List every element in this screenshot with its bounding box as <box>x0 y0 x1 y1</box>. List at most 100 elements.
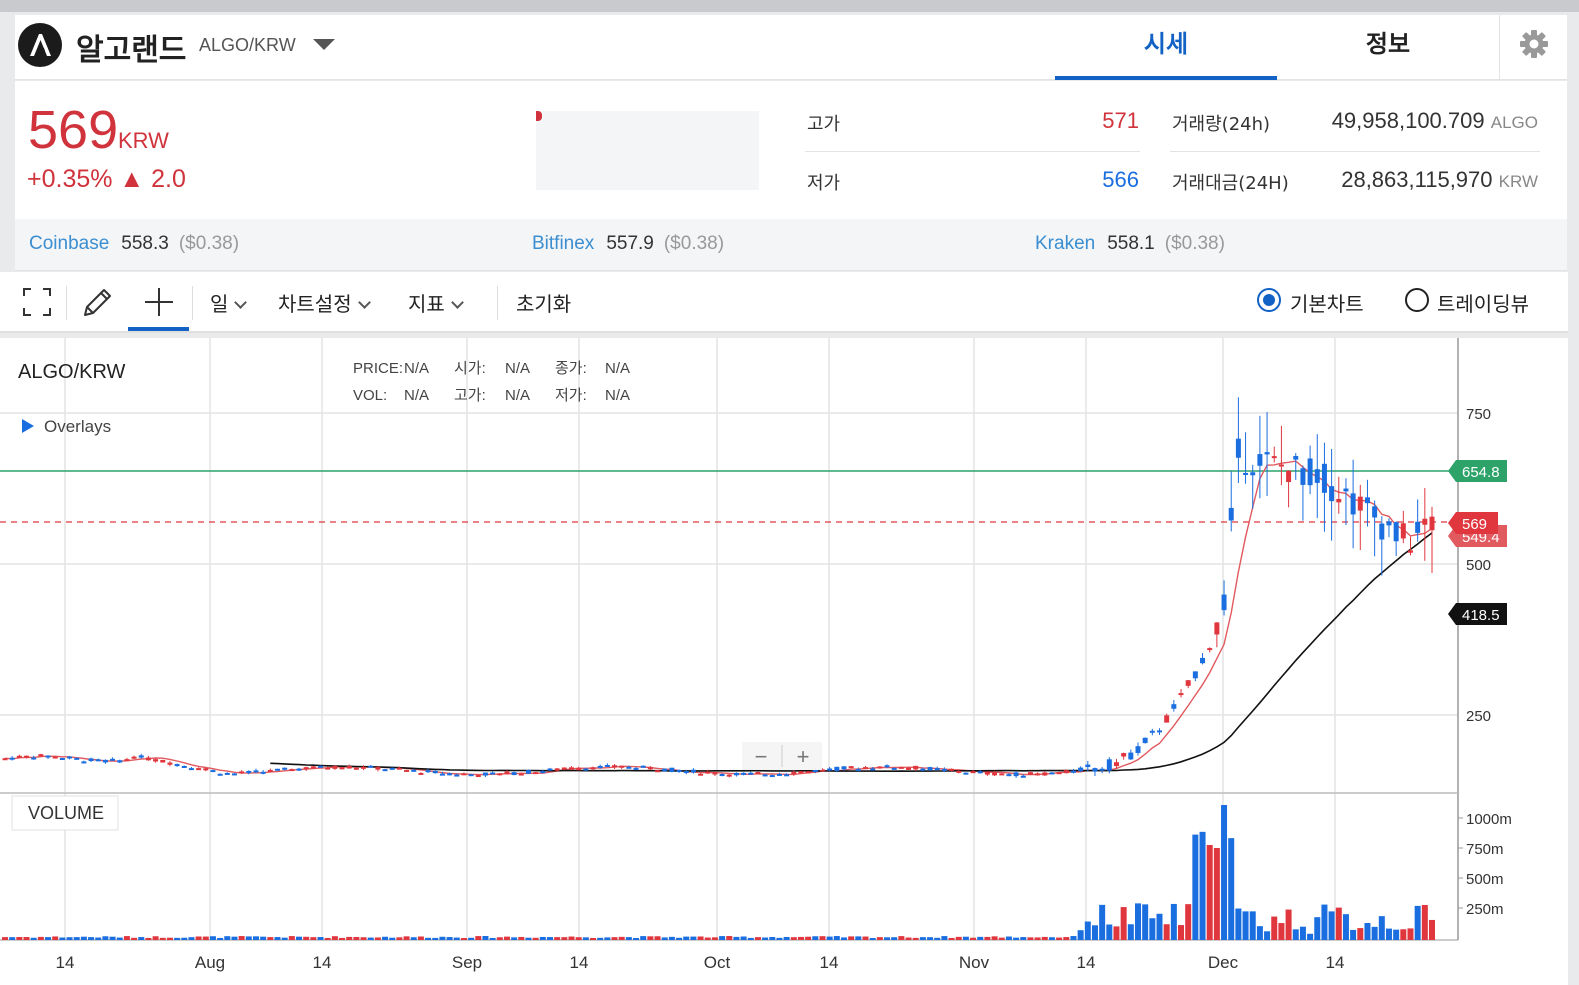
exchange-name: Bitfinex <box>532 233 595 254</box>
candle <box>583 768 589 771</box>
candle <box>482 772 488 776</box>
volume-bar <box>1242 911 1249 940</box>
tradingview-radio[interactable] <box>1405 288 1429 312</box>
candle <box>88 758 94 762</box>
chevron-down-icon <box>450 296 464 309</box>
zoom-controls: − + <box>742 742 822 770</box>
long-ma-line <box>270 532 1433 773</box>
candle <box>9 757 15 760</box>
overlays-expand-icon[interactable] <box>22 419 34 433</box>
volume-bar <box>690 936 697 940</box>
candle <box>74 757 80 760</box>
candle <box>1286 470 1292 483</box>
volume-bar <box>30 937 37 940</box>
candle <box>124 759 130 762</box>
x-tick-label: 14 <box>570 953 589 972</box>
volume-bar <box>1342 914 1349 940</box>
crosshair-icon[interactable] <box>143 286 175 318</box>
candle <box>361 766 367 769</box>
candle <box>590 767 596 770</box>
volume-bar <box>647 936 654 940</box>
volume-bar <box>1206 845 1213 940</box>
interval-dropdown[interactable]: 일 <box>210 288 248 317</box>
candle <box>612 765 618 768</box>
candle <box>1128 752 1134 760</box>
candle <box>1214 622 1220 635</box>
candle <box>619 765 625 768</box>
indicators-dropdown[interactable]: 지표 <box>408 288 464 317</box>
overlays-toggle[interactable]: Overlays <box>44 417 111 436</box>
volume-bar <box>1228 838 1235 940</box>
candle <box>210 770 216 773</box>
volume-bar <box>1199 831 1206 940</box>
volume-bar <box>1178 925 1185 940</box>
exchange-coinbase[interactable]: Coinbase 558.3 ($0.38) <box>29 233 239 255</box>
volume-bar <box>181 937 188 940</box>
candle <box>568 767 574 770</box>
volume-bar <box>1041 936 1048 940</box>
volume-bar <box>1292 929 1299 940</box>
candle <box>1092 768 1098 772</box>
candle <box>1035 773 1041 776</box>
zoom-in-button[interactable]: + <box>797 744 810 769</box>
candle <box>1192 671 1198 679</box>
exchange-kraken[interactable]: Kraken 558.1 ($0.38) <box>1035 233 1225 255</box>
volume-bar <box>317 937 324 940</box>
mini-chart <box>536 111 759 190</box>
candle <box>1321 463 1327 493</box>
volume-bar <box>1056 937 1063 940</box>
fullscreen-icon[interactable] <box>22 287 52 317</box>
candle <box>246 771 252 774</box>
volume-bar <box>1285 909 1292 940</box>
candle <box>977 771 983 774</box>
candle <box>117 760 123 763</box>
volume-bar <box>1163 924 1170 940</box>
candle <box>303 767 309 770</box>
volume-bar <box>1005 936 1012 940</box>
chart-settings-dropdown[interactable]: 차트설정 <box>278 288 371 317</box>
tab-info[interactable]: 정보 <box>1365 30 1411 58</box>
candle <box>418 772 424 775</box>
volume-bar <box>797 936 804 940</box>
settings-button[interactable] <box>1499 15 1567 80</box>
candle <box>1429 516 1435 531</box>
chevron-down-icon <box>234 296 248 309</box>
volume-bar <box>891 937 898 940</box>
candle <box>274 768 280 771</box>
volume-bar <box>1299 926 1306 940</box>
candle <box>1149 730 1155 733</box>
pencil-icon[interactable] <box>80 286 114 320</box>
candle <box>196 768 202 771</box>
price-chart[interactable]: ALGO/KRW Overlays PRICE: N/A 시가: N/A 종가:… <box>0 338 1568 985</box>
exchange-bitfinex[interactable]: Bitfinex 557.9 ($0.38) <box>532 233 724 255</box>
coin-pair: ALGO/KRW <box>199 35 296 55</box>
candle <box>748 772 754 775</box>
volume-bar <box>927 937 934 940</box>
x-tick-label: 14 <box>313 953 332 972</box>
volume-bar <box>138 937 145 940</box>
volume-bar <box>625 937 632 940</box>
volume-bar <box>1364 923 1371 940</box>
basic-chart-radio[interactable] <box>1257 288 1281 312</box>
coin-selector-chevron-down-icon[interactable] <box>313 39 335 50</box>
candlestick-chart[interactable]: ALGO/KRW Overlays PRICE: N/A 시가: N/A 종가:… <box>0 338 1568 985</box>
volume-bar <box>238 936 245 940</box>
volume-bar <box>503 936 510 940</box>
volume-bar <box>1106 924 1113 940</box>
divider <box>805 151 1140 152</box>
candle <box>1121 753 1127 757</box>
reset-button[interactable]: 초기화 <box>516 292 572 316</box>
volume-bar <box>1170 903 1177 940</box>
zoom-out-button[interactable]: − <box>755 744 768 769</box>
volume-bar <box>704 937 711 940</box>
volume-bar <box>1084 921 1091 940</box>
volume-bar <box>905 937 912 940</box>
candle <box>1056 772 1062 775</box>
candle <box>1135 746 1141 753</box>
candle <box>1185 680 1191 686</box>
tab-price[interactable]: 시세 <box>1055 15 1277 80</box>
candle <box>705 771 711 774</box>
volume-bar <box>1091 925 1098 940</box>
volume-bar <box>869 937 876 940</box>
